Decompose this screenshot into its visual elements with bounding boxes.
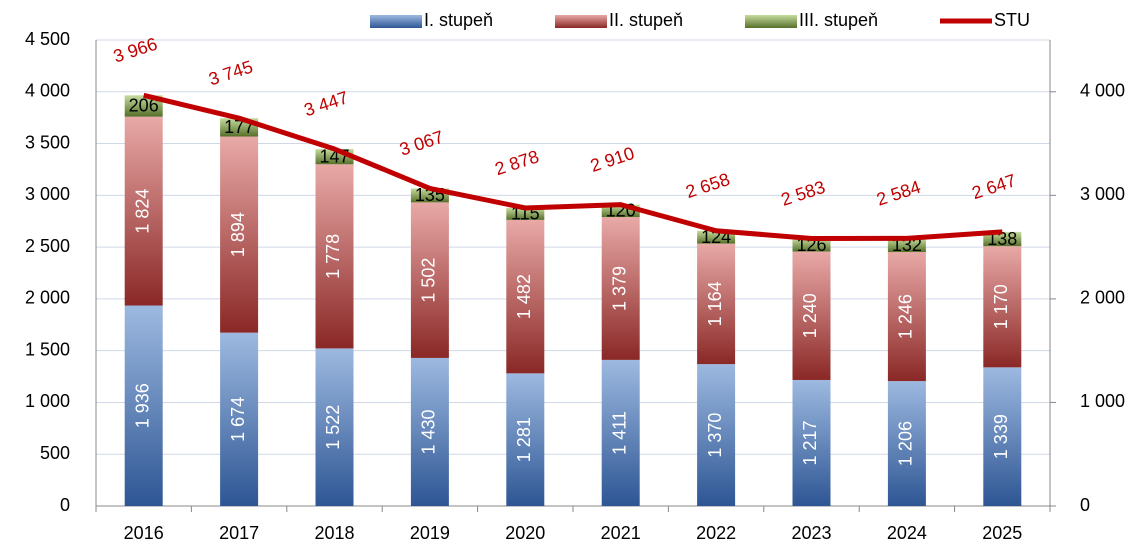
bar-label: 1 206 xyxy=(896,421,916,466)
bar-label: 1 430 xyxy=(419,409,439,454)
legend-swatch xyxy=(555,15,607,28)
bar-label: 1 502 xyxy=(419,258,439,303)
bar-segment xyxy=(792,238,831,252)
bar-segment xyxy=(315,348,354,506)
bar-label: 1 778 xyxy=(323,234,343,279)
line-label: 2 878 xyxy=(492,146,541,179)
bar-segment xyxy=(315,164,354,349)
y2-tick-label: 3 000 xyxy=(1080,184,1125,204)
x-tick-label: 2019 xyxy=(410,523,450,543)
line-label: 3 745 xyxy=(206,57,255,90)
bar-segment xyxy=(983,231,1022,247)
bar-segment xyxy=(601,217,640,360)
bar-segment xyxy=(124,305,163,506)
legend-label: STU xyxy=(994,10,1030,30)
x-tick-label: 2021 xyxy=(601,523,641,543)
legend-label: II. stupeň xyxy=(609,10,683,30)
bar-label: 1 281 xyxy=(514,417,534,462)
y2-tick-label: 0 xyxy=(1080,495,1090,515)
y-tick-label: 500 xyxy=(40,443,70,463)
bar-segment xyxy=(220,332,259,506)
y-tick-label: 1 000 xyxy=(25,391,70,411)
bar-label: 1 240 xyxy=(800,293,820,338)
bar-segment xyxy=(220,136,259,333)
line-label: 3 966 xyxy=(111,34,160,67)
y-tick-label: 4 000 xyxy=(25,81,70,101)
bar-segment xyxy=(601,359,640,506)
y2-tick-label: 1 000 xyxy=(1080,391,1125,411)
bar-segment xyxy=(697,364,736,506)
line-label: 2 658 xyxy=(683,169,732,202)
bar-label: 1 936 xyxy=(132,383,152,428)
bar-segment xyxy=(124,95,163,117)
bar-segment xyxy=(410,357,449,506)
y-tick-label: 2 000 xyxy=(25,288,70,308)
line-label: 2 910 xyxy=(588,143,637,176)
x-tick-label: 2020 xyxy=(505,523,545,543)
legend-label: III. stupeň xyxy=(799,10,878,30)
y-tick-label: 3 500 xyxy=(25,132,70,152)
bar-label: 1 217 xyxy=(800,420,820,465)
line-label: 2 583 xyxy=(779,177,828,210)
bar-segment xyxy=(887,381,926,506)
bar-segment xyxy=(792,251,831,380)
x-tick-label: 2024 xyxy=(887,523,927,543)
y-tick-label: 1 500 xyxy=(25,339,70,359)
x-tick-label: 2017 xyxy=(219,523,259,543)
y2-tick-label: 4 000 xyxy=(1080,81,1125,101)
y-tick-label: 0 xyxy=(60,495,70,515)
bar-segment xyxy=(983,246,1022,368)
bar-segment xyxy=(410,202,449,358)
bar-segment xyxy=(983,367,1022,506)
legend-swatch xyxy=(745,15,797,28)
bar-segment xyxy=(697,243,736,365)
bar-label: 1 674 xyxy=(228,397,248,442)
bar-segment xyxy=(506,219,545,374)
legend-swatch xyxy=(370,15,422,28)
bar-label: 1 824 xyxy=(132,189,152,234)
bar-segment xyxy=(792,379,831,506)
legend-label: I. stupeň xyxy=(424,10,493,30)
x-tick-label: 2022 xyxy=(696,523,736,543)
bar-segment xyxy=(506,207,545,220)
line-label: 2 647 xyxy=(969,170,1018,203)
bar-segment xyxy=(887,252,926,382)
bar-label: 1 339 xyxy=(991,414,1011,459)
x-tick-label: 2023 xyxy=(791,523,831,543)
line-label: 3 067 xyxy=(397,127,446,160)
bar-label: 1 379 xyxy=(609,266,629,311)
y-tick-label: 2 500 xyxy=(25,236,70,256)
bar-label: 1 370 xyxy=(705,413,725,458)
bar-segment xyxy=(887,238,926,253)
line-label: 3 447 xyxy=(302,87,351,120)
bar-segment xyxy=(124,116,163,306)
y-tick-label: 4 500 xyxy=(25,29,70,49)
x-tick-label: 2025 xyxy=(982,523,1022,543)
bar-label: 1 411 xyxy=(609,411,629,455)
y2-tick-label: 2 000 xyxy=(1080,288,1125,308)
line-label: 2 584 xyxy=(874,177,923,210)
bar-label: 1 164 xyxy=(705,281,725,326)
bar-label: 1 170 xyxy=(991,284,1011,329)
bar-label: 1 246 xyxy=(896,294,916,339)
bar-label: 206 xyxy=(129,96,159,116)
bar-segment xyxy=(506,373,545,506)
x-tick-label: 2016 xyxy=(124,523,164,543)
x-tick-label: 2018 xyxy=(314,523,354,543)
line xyxy=(143,92,1003,242)
bar-label: 1 482 xyxy=(514,274,534,319)
y-tick-label: 3 000 xyxy=(25,184,70,204)
bar-label: 1 522 xyxy=(323,405,343,450)
bar-label: 1 894 xyxy=(228,212,248,257)
